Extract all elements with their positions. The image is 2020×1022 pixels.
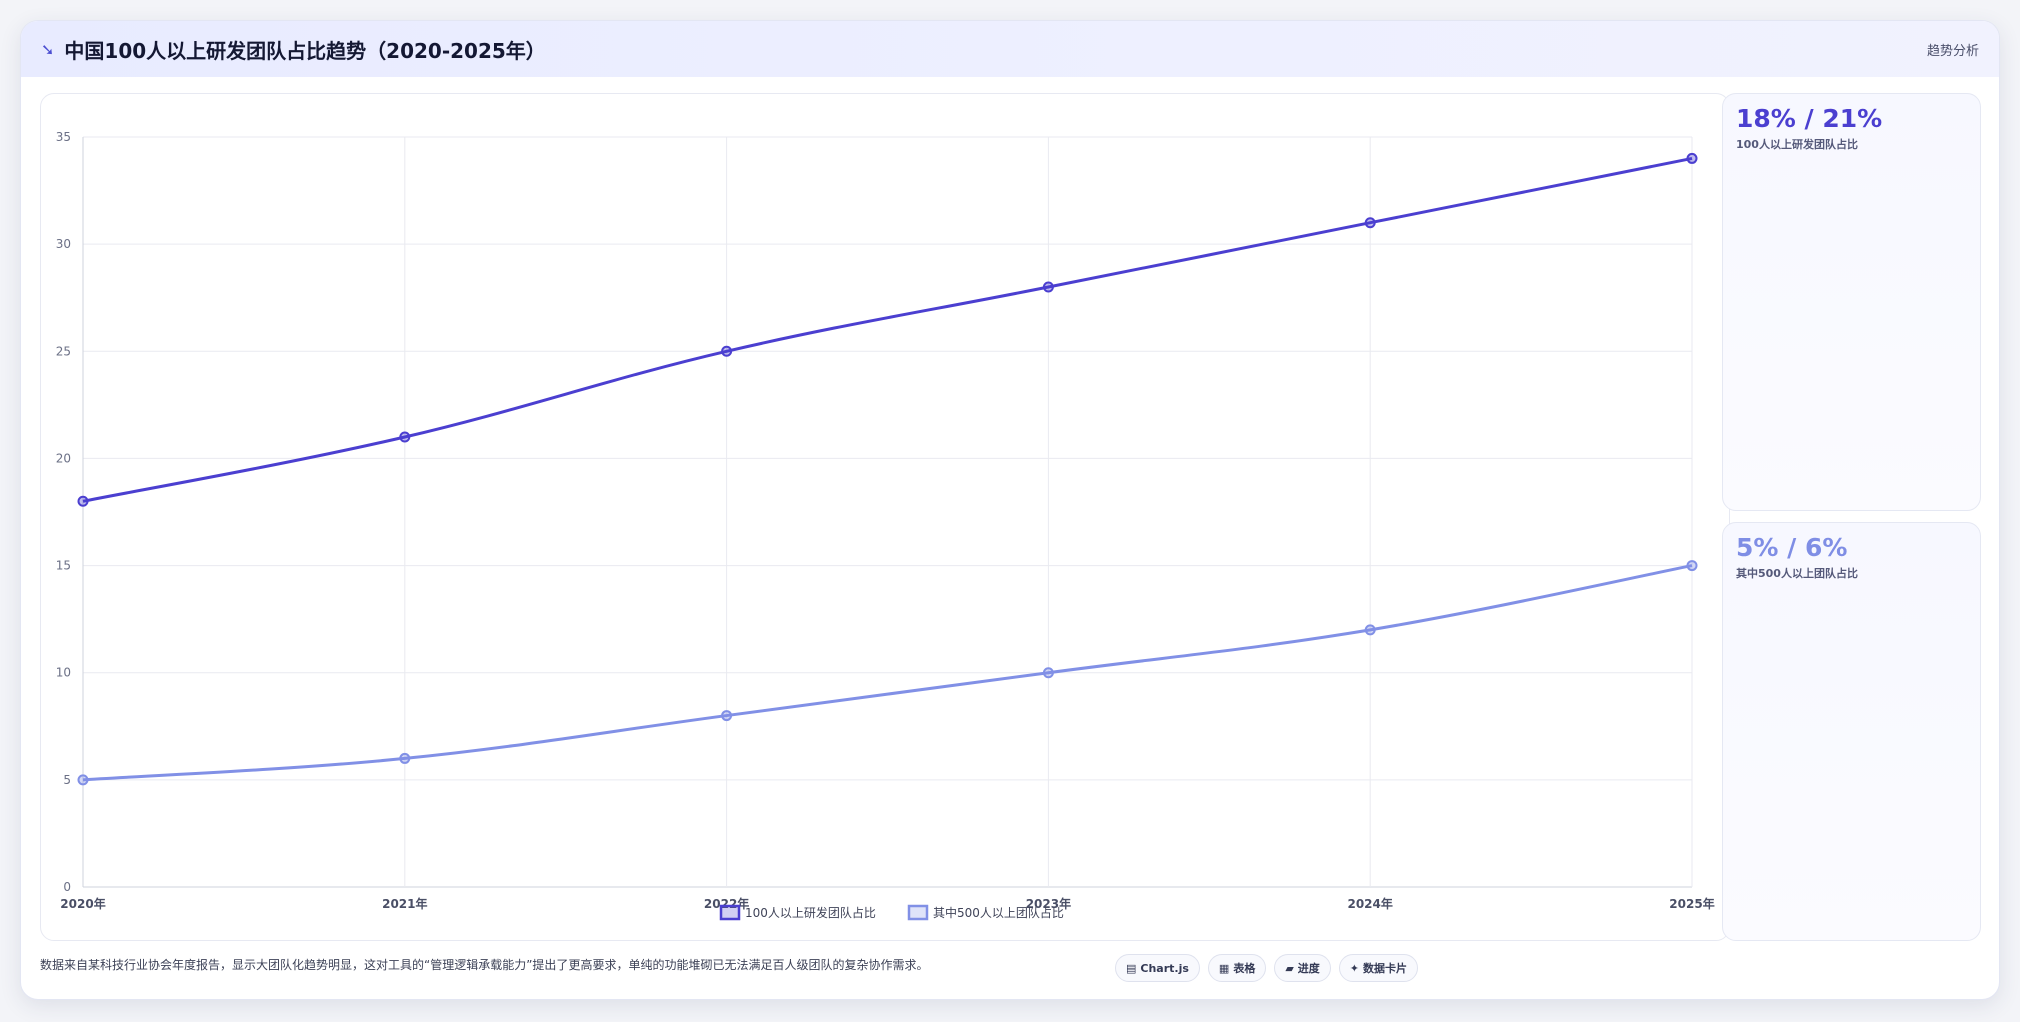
progress-icon: ▰: [1285, 961, 1294, 975]
legend-label: 100人以上研发团队占比: [745, 905, 876, 920]
sparkle-icon: ✦: [1349, 961, 1360, 975]
legend-swatch: [719, 904, 741, 921]
stat-value: 18% / 21%: [1736, 104, 1883, 133]
chartjs-pill[interactable]: ▤ Chart.js: [1115, 954, 1200, 982]
progress-pill[interactable]: ▰ 进度: [1274, 954, 1331, 982]
y-tick-label: 35: [56, 130, 71, 144]
y-tick-label: 30: [56, 237, 71, 251]
series-line-500plus: [82, 564, 1693, 782]
table-pill[interactable]: ▦ 表格: [1207, 954, 1267, 982]
stat-label: 其中500人以上团队占比: [1736, 567, 1858, 580]
line-chart-panel: 0 5 10 15 20 25 30 35 2020年 2021年 2022年 2023年 2024年 2…: [40, 93, 1730, 941]
data-point: [77, 774, 89, 786]
y-tick-label: 15: [56, 559, 71, 573]
x-tick-label: 2023年: [1026, 896, 1071, 911]
data-point: [1042, 281, 1054, 293]
pill-label: 数据卡片: [1363, 962, 1408, 975]
trend-analysis-link[interactable]: 趋势分析: [1926, 43, 1979, 59]
data-point: [721, 710, 733, 722]
swallow-icon: ➘: [41, 39, 55, 59]
x-tick-label: 2024年: [1347, 896, 1392, 911]
stat-card-secondary: 5% / 6% 其中500人以上团队占比: [1722, 522, 1981, 941]
x-tick-label: 2021年: [382, 896, 427, 911]
y-tick-label: 25: [56, 344, 71, 358]
legend-label: 其中500人以上团队占比: [933, 905, 1064, 920]
data-point: [399, 431, 411, 443]
chart-title: 中国100人以上研发团队占比趋势（2020-2025年）: [64, 38, 546, 63]
data-point: [1364, 217, 1376, 229]
legend-swatch: [907, 904, 929, 921]
y-tick-label: 0: [63, 880, 71, 894]
stat-card-primary: 18% / 21% 100人以上研发团队占比: [1722, 93, 1981, 511]
data-point: [1686, 560, 1698, 572]
pill-label: Chart.js: [1140, 961, 1189, 975]
x-tick-label: 2020年: [60, 896, 105, 911]
chart-icon: ▤: [1126, 961, 1137, 975]
chart-card: ➘ 中国100人以上研发团队占比趋势（2020-2025年） 趋势分析 0 5 10…: [20, 20, 2000, 1000]
data-point: [1364, 624, 1376, 636]
data-card-pill[interactable]: ✦ 数据卡片: [1338, 954, 1419, 982]
tool-pills: ▤ Chart.js ▦ 表格 ▰ 进度 ✦ 数据卡片: [1115, 954, 1419, 982]
pill-label: 表格: [1233, 962, 1256, 975]
x-tick-label: 2025年: [1669, 896, 1714, 911]
data-point: [1686, 152, 1698, 164]
data-point: [721, 345, 733, 357]
stat-label: 100人以上研发团队占比: [1736, 138, 1858, 151]
table-icon: ▦: [1218, 961, 1230, 975]
series-line-100plus: [82, 156, 1693, 503]
y-tick-label: 5: [63, 773, 71, 787]
pill-label: 进度: [1297, 962, 1320, 975]
y-tick-label: 10: [56, 666, 71, 680]
source-note: 数据来自某科技行业协会年度报告，显示大团队化趋势明显，这对工具的“管理逻辑承载能…: [40, 958, 929, 972]
stat-value: 5% / 6%: [1736, 533, 1848, 562]
data-point: [1042, 667, 1054, 679]
card-header: ➘ 中国100人以上研发团队占比趋势（2020-2025年） 趋势分析: [21, 21, 1999, 77]
data-point: [77, 495, 89, 507]
y-tick-label: 20: [56, 451, 71, 465]
data-point: [399, 752, 411, 764]
